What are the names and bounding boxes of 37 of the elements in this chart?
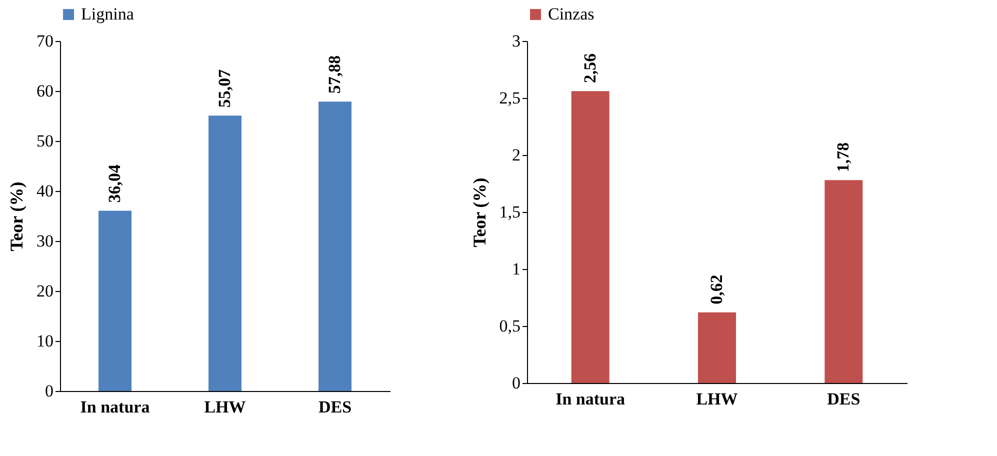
data-label: 57,88 <box>325 55 344 94</box>
bar <box>208 116 242 391</box>
legend-label: Lignina <box>81 4 134 24</box>
y-tick-label: 0,5 <box>499 316 520 336</box>
x-tick-label: LHW <box>696 390 738 408</box>
data-label: 2,56 <box>580 53 600 84</box>
data-label: 1,78 <box>834 142 853 172</box>
y-tick-label: 1 <box>512 260 520 278</box>
y-tick-label: 20 <box>36 282 54 300</box>
y-tick-label: 3 <box>512 32 520 50</box>
data-label: 36,04 <box>105 164 124 203</box>
data-label: 55,07 <box>215 68 234 108</box>
y-tick-label: 40 <box>36 182 54 200</box>
y-tick-label: 1,5 <box>499 202 520 222</box>
y-tick-label: 30 <box>36 232 54 250</box>
y-axis-title: Teor (%) <box>6 182 26 252</box>
data-label: 0,62 <box>707 274 726 304</box>
y-tick-label: 2 <box>512 146 520 164</box>
legend-label: Cinzas <box>548 4 594 24</box>
y-tick-label: 60 <box>36 82 54 100</box>
y-tick-label: 2,5 <box>499 88 520 108</box>
x-tick-label: DES <box>827 390 860 408</box>
bar <box>571 91 610 383</box>
y-tick-label: 10 <box>36 332 54 350</box>
y-tick-label: 0 <box>45 382 54 400</box>
bar <box>698 312 736 383</box>
y-tick-label: 0 <box>512 374 520 392</box>
x-tick-label: DES <box>318 398 352 416</box>
x-tick-label: In natura <box>80 398 150 416</box>
y-tick-label: 50 <box>36 132 54 150</box>
bar <box>98 210 132 391</box>
x-tick-label: In natura <box>556 390 626 408</box>
y-tick-label: 70 <box>36 32 54 50</box>
bar <box>824 180 863 383</box>
bar <box>318 102 352 391</box>
x-tick-label: LHW <box>204 398 246 416</box>
y-axis-title: Teor (%) <box>469 178 490 248</box>
